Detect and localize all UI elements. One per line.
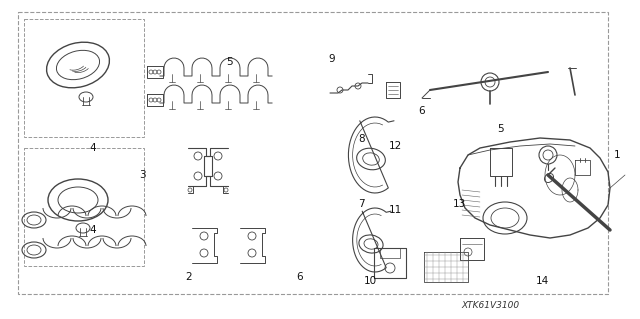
Text: 7: 7 bbox=[358, 199, 365, 209]
Text: 5: 5 bbox=[497, 124, 504, 134]
Text: 3: 3 bbox=[139, 170, 145, 180]
Text: 1: 1 bbox=[614, 150, 621, 160]
Text: 11: 11 bbox=[389, 205, 402, 215]
Text: 10: 10 bbox=[364, 276, 376, 286]
Bar bbox=[24, 19, 144, 137]
Text: 6: 6 bbox=[296, 272, 303, 282]
Bar bbox=[24, 148, 144, 266]
Text: 9: 9 bbox=[328, 54, 335, 64]
Text: 5: 5 bbox=[226, 57, 232, 67]
Text: 2: 2 bbox=[186, 272, 192, 282]
Text: 4: 4 bbox=[90, 143, 96, 153]
Text: 14: 14 bbox=[536, 276, 549, 286]
Bar bbox=[18, 12, 608, 294]
Text: 4: 4 bbox=[90, 225, 96, 235]
Text: XTK61V3100: XTK61V3100 bbox=[461, 301, 519, 310]
Text: 12: 12 bbox=[389, 141, 402, 151]
Text: 13: 13 bbox=[453, 198, 466, 209]
Text: 6: 6 bbox=[418, 106, 424, 116]
Text: 8: 8 bbox=[358, 134, 365, 144]
